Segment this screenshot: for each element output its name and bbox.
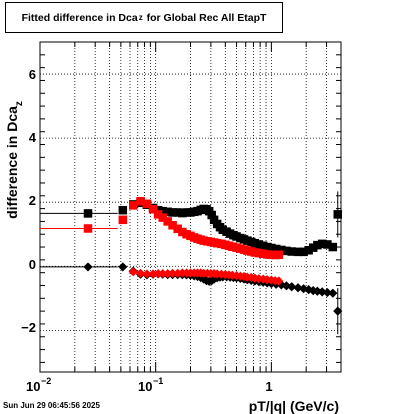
series-0 [40,191,343,257]
data-point [148,269,158,279]
series-3 [128,267,284,286]
data-point [254,240,264,249]
data-point [158,269,168,279]
timestamp: Sun Jun 29 06:45:56 2025 [3,401,100,410]
x-tick-label-1e-1-exp: −1 [153,376,163,386]
data-point [258,274,268,284]
data-point [317,287,327,297]
x-axis-label: pT/|q| (GeV/c) [249,398,339,414]
data-point [148,204,158,214]
data-point [333,306,343,316]
data-point [271,244,281,254]
data-point [254,248,264,258]
data-point [168,221,177,230]
y-tick-label-4: 4 [29,130,37,145]
y-axis-label-main: difference in Dca [4,106,20,219]
data-point [333,210,343,219]
data-point [118,205,128,215]
x-tick-labels: 10 −2 10 −1 1 [26,376,273,394]
data-point [142,269,152,279]
data-point [83,209,93,218]
data-point [293,247,303,257]
svg-text:difference in Dcaz: difference in Dcaz [4,101,25,219]
data-point [129,201,138,210]
data-point [304,285,314,295]
y-tick-label-2: 2 [29,193,36,208]
axis-ticks [39,41,342,372]
data-point [136,196,145,206]
data-point [158,213,167,222]
chart-title: Fitted difference in Dca z for Global Rec… [6,3,282,32]
data-point [173,208,182,217]
data-point [135,268,146,278]
data-markers [40,191,343,335]
data-point [267,243,276,253]
grid-lines [40,42,342,372]
data-point [153,210,163,219]
data-point [158,206,167,216]
data-point [118,215,128,225]
data-point [173,224,182,234]
x-tick-label-1e-2-base: 10 [26,379,40,394]
data-point [313,240,322,250]
data-point [163,207,172,217]
data-point [274,250,284,259]
data-point [163,217,172,226]
data-point [287,282,297,292]
y-tick-label-0: 0 [29,257,36,272]
data-point [328,242,338,252]
y-axis-label: difference in Dcaz [4,101,25,219]
x-tick-label-1e-2-exp: −2 [41,376,51,386]
y-tick-label-6: 6 [29,67,36,82]
data-point [287,247,296,256]
data-point [274,276,284,286]
data-point [293,283,303,293]
data-point [118,262,128,272]
title-box: Fitted difference in Dca z for Global Rec… [5,2,283,33]
series-1 [40,196,284,260]
data-point [304,246,313,255]
data-point [207,210,216,220]
data-point [128,267,138,277]
chart-title-main: Fitted difference in Dca [21,11,138,24]
data-point [299,247,308,257]
data-point [168,208,177,217]
y-tick-labels: −2 0 2 4 6 [21,67,37,335]
data-point [281,281,292,291]
chart-title-rest: for Global Rec All EtapT [146,11,267,24]
data-point [282,246,291,256]
y-tick-label-neg2: −2 [21,320,36,335]
data-point [277,245,286,255]
data-point [317,239,327,249]
data-point [328,288,338,298]
data-point [323,240,332,249]
data-point [142,199,152,209]
data-point [308,286,318,296]
x-tick-label-1e-1-base: 10 [138,379,152,394]
data-point [163,269,173,279]
chart-title-sub: z [138,13,143,22]
data-point [83,262,93,272]
y-axis-label-sub: z [14,101,25,106]
data-point [322,287,332,298]
data-point [83,224,93,233]
x-tick-label-1: 1 [265,379,272,394]
data-point [167,268,178,278]
